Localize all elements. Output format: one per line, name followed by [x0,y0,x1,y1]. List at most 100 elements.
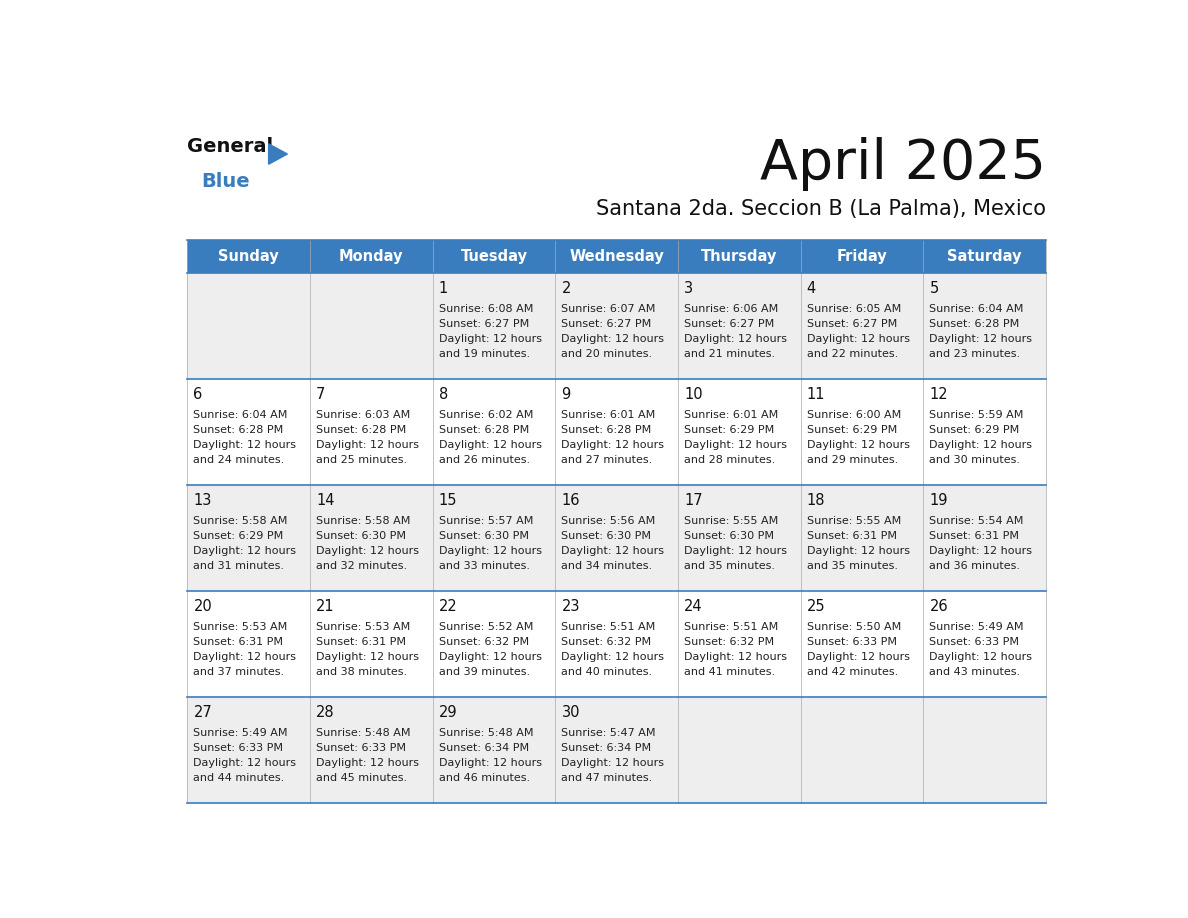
Bar [555,591,678,697]
Text: Daylight: 12 hours: Daylight: 12 hours [562,546,664,556]
Text: Sunrise: 5:53 AM: Sunrise: 5:53 AM [194,622,287,633]
Text: Sunrise: 5:47 AM: Sunrise: 5:47 AM [562,728,656,738]
Text: Sunrise: 6:03 AM: Sunrise: 6:03 AM [316,410,410,420]
Text: Daylight: 12 hours: Daylight: 12 hours [194,758,297,768]
Text: Sunrise: 5:53 AM: Sunrise: 5:53 AM [316,622,410,633]
Text: 26: 26 [929,599,948,614]
Text: Sunset: 6:33 PM: Sunset: 6:33 PM [316,743,406,753]
Text: Sunset: 6:27 PM: Sunset: 6:27 PM [562,319,652,330]
Text: Sunset: 6:34 PM: Sunset: 6:34 PM [438,743,529,753]
Text: 21: 21 [316,599,335,614]
Bar [310,697,432,803]
Text: Daylight: 12 hours: Daylight: 12 hours [807,652,910,662]
Text: Sunset: 6:31 PM: Sunset: 6:31 PM [807,532,897,541]
Text: Sunset: 6:29 PM: Sunset: 6:29 PM [929,425,1019,435]
Text: and 31 minutes.: and 31 minutes. [194,561,284,571]
Text: Sunrise: 6:05 AM: Sunrise: 6:05 AM [807,304,901,314]
Text: and 46 minutes.: and 46 minutes. [438,773,530,783]
Text: Sunset: 6:31 PM: Sunset: 6:31 PM [929,532,1019,541]
Text: Sunrise: 6:07 AM: Sunrise: 6:07 AM [562,304,656,314]
Bar [923,697,1045,803]
Bar [801,591,923,697]
Text: 16: 16 [562,493,580,508]
Text: and 42 minutes.: and 42 minutes. [807,667,898,677]
Text: and 45 minutes.: and 45 minutes. [316,773,407,783]
Text: Sunday: Sunday [219,249,279,264]
Text: 24: 24 [684,599,703,614]
Text: Sunrise: 5:52 AM: Sunrise: 5:52 AM [438,622,533,633]
Bar [432,240,555,274]
Bar [188,274,310,379]
Text: Sunset: 6:28 PM: Sunset: 6:28 PM [929,319,1019,330]
Text: and 19 minutes.: and 19 minutes. [438,349,530,359]
Text: 12: 12 [929,387,948,402]
Text: 30: 30 [562,705,580,720]
Text: 18: 18 [807,493,826,508]
Text: Sunrise: 6:06 AM: Sunrise: 6:06 AM [684,304,778,314]
Text: Tuesday: Tuesday [461,249,527,264]
Text: Sunset: 6:30 PM: Sunset: 6:30 PM [438,532,529,541]
Text: Sunset: 6:29 PM: Sunset: 6:29 PM [194,532,284,541]
Text: Daylight: 12 hours: Daylight: 12 hours [684,652,788,662]
Bar [432,379,555,486]
Text: Sunrise: 5:57 AM: Sunrise: 5:57 AM [438,516,533,526]
Text: Daylight: 12 hours: Daylight: 12 hours [562,441,664,450]
Text: Sunset: 6:28 PM: Sunset: 6:28 PM [562,425,652,435]
Bar [555,486,678,591]
Text: Sunset: 6:29 PM: Sunset: 6:29 PM [807,425,897,435]
Text: Daylight: 12 hours: Daylight: 12 hours [562,758,664,768]
Text: Daylight: 12 hours: Daylight: 12 hours [316,441,419,450]
Text: 23: 23 [562,599,580,614]
Text: Sunset: 6:27 PM: Sunset: 6:27 PM [684,319,775,330]
Bar [801,379,923,486]
Text: and 35 minutes.: and 35 minutes. [807,561,898,571]
Text: Daylight: 12 hours: Daylight: 12 hours [562,652,664,662]
Text: Daylight: 12 hours: Daylight: 12 hours [929,652,1032,662]
Text: Sunset: 6:33 PM: Sunset: 6:33 PM [929,637,1019,647]
Text: and 33 minutes.: and 33 minutes. [438,561,530,571]
Text: and 38 minutes.: and 38 minutes. [316,667,407,677]
Bar [555,697,678,803]
Text: Sunset: 6:28 PM: Sunset: 6:28 PM [194,425,284,435]
Text: Sunrise: 6:01 AM: Sunrise: 6:01 AM [562,410,656,420]
Text: Sunrise: 5:56 AM: Sunrise: 5:56 AM [562,516,656,526]
Text: Sunset: 6:32 PM: Sunset: 6:32 PM [684,637,775,647]
Text: and 40 minutes.: and 40 minutes. [562,667,652,677]
Text: and 24 minutes.: and 24 minutes. [194,455,285,465]
Text: Sunset: 6:28 PM: Sunset: 6:28 PM [316,425,406,435]
Bar [188,591,310,697]
Bar [188,697,310,803]
Text: Sunrise: 5:51 AM: Sunrise: 5:51 AM [684,622,778,633]
Text: and 21 minutes.: and 21 minutes. [684,349,776,359]
Bar [923,486,1045,591]
Text: Sunrise: 5:48 AM: Sunrise: 5:48 AM [316,728,411,738]
Text: and 27 minutes.: and 27 minutes. [562,455,652,465]
Text: and 20 minutes.: and 20 minutes. [562,349,652,359]
Text: Sunset: 6:31 PM: Sunset: 6:31 PM [316,637,406,647]
Text: Sunrise: 5:49 AM: Sunrise: 5:49 AM [929,622,1024,633]
Text: Sunset: 6:32 PM: Sunset: 6:32 PM [438,637,529,647]
Text: Daylight: 12 hours: Daylight: 12 hours [684,546,788,556]
Text: Sunset: 6:28 PM: Sunset: 6:28 PM [438,425,529,435]
Text: and 26 minutes.: and 26 minutes. [438,455,530,465]
Text: Sunset: 6:27 PM: Sunset: 6:27 PM [807,319,897,330]
Text: General: General [188,137,273,156]
Text: Monday: Monday [339,249,404,264]
Bar [801,240,923,274]
Text: and 37 minutes.: and 37 minutes. [194,667,285,677]
Text: 9: 9 [562,387,570,402]
Bar [432,486,555,591]
Bar [555,274,678,379]
Bar [678,379,801,486]
Bar [801,274,923,379]
Text: Friday: Friday [836,249,887,264]
Text: Saturday: Saturday [947,249,1022,264]
Text: Sunrise: 6:04 AM: Sunrise: 6:04 AM [929,304,1024,314]
Text: Daylight: 12 hours: Daylight: 12 hours [807,546,910,556]
Bar [678,591,801,697]
Bar [923,240,1045,274]
Bar [801,486,923,591]
Text: and 25 minutes.: and 25 minutes. [316,455,407,465]
Bar [188,486,310,591]
Text: 6: 6 [194,387,203,402]
